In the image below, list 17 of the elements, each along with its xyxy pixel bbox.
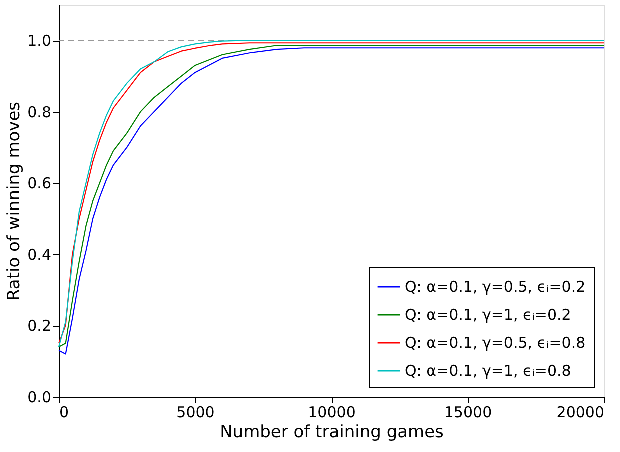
x-tick-label: 5000 — [176, 404, 215, 422]
x-tick-label: 15000 — [444, 404, 492, 422]
legend-label: Q: α=0.1, γ=0.5, ϵᵢ=0.8 — [405, 334, 586, 352]
y-tick-label: 0.0 — [28, 388, 52, 406]
y-tick-label: 0.6 — [28, 174, 52, 193]
x-axis-title: Number of training games — [220, 422, 444, 442]
x-tick-label: 0 — [60, 404, 70, 422]
legend-label: Q: α=0.1, γ=1, ϵᵢ=0.2 — [405, 306, 572, 324]
legend-label: Q: α=0.1, γ=1, ϵᵢ=0.8 — [405, 362, 572, 380]
y-tick-label: 1.0 — [28, 32, 52, 50]
y-tick-label: 0.2 — [28, 317, 52, 336]
x-tick-label: 10000 — [308, 404, 356, 422]
legend-label: Q: α=0.1, γ=0.5, ϵᵢ=0.2 — [405, 278, 586, 296]
y-tick-label: 0.8 — [28, 103, 52, 122]
y-tick-label: 0.4 — [28, 246, 52, 264]
x-tick-label: 20000 — [556, 404, 604, 422]
y-axis-title: Ratio of winning moves — [4, 102, 25, 302]
